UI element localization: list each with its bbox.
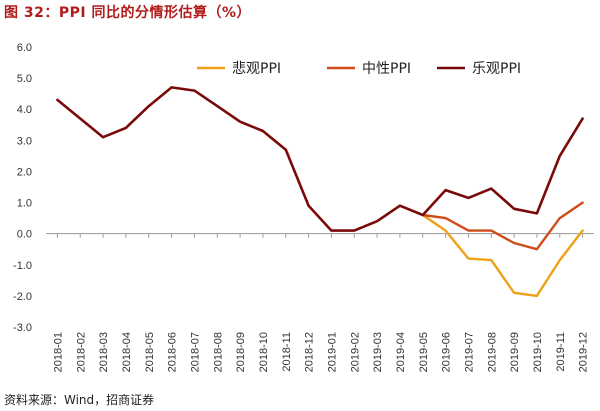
x-tick-label: 2018-05 [144,332,156,372]
x-tick-label: 2019-12 [578,332,590,372]
source-note: 资料来源：Wind，招商证券 [4,393,155,407]
y-tick-label: -2.0 [13,291,32,303]
x-tick-label: 2018-03 [98,332,110,372]
y-tick-label: 3.0 [17,135,32,147]
x-tick-label: 2018-10 [258,332,270,372]
x-tick-label: 2018-01 [52,332,64,372]
x-tick-label: 2019-07 [463,332,475,372]
legend-label-3: 乐观PPI [472,61,521,77]
figure-title: 图 32：PPI 同比的分情形估算（%） [4,5,251,21]
x-tick-label: 2019-04 [395,332,407,372]
chart-legend: 悲观PPI 中性PPI 乐观PPI [197,60,521,77]
legend-label-1: 悲观PPI [232,60,281,77]
x-tick-label: 2019-06 [441,332,453,372]
x-tick-label: 2019-10 [532,332,544,372]
y-tick-label: 0.0 [17,229,32,241]
chart-series-lines [56,86,584,298]
x-tick-label: 2019-01 [326,332,338,372]
y-tick-label: 1.0 [17,198,32,210]
y-tick-label: 6.0 [17,42,32,54]
y-tick-label: 5.0 [17,73,32,85]
y-tick-label: -1.0 [13,260,32,272]
x-tick-label: 2019-05 [418,332,430,372]
x-tick-label: 2018-12 [304,332,316,372]
x-tick-label: 2018-06 [167,332,179,372]
series-line-2 [421,201,584,251]
legend-label-2: 中性PPI [362,61,411,77]
series-line-1 [421,213,584,298]
y-tick-label: 4.0 [17,104,32,116]
x-tick-label: 2019-08 [486,332,498,372]
x-tick-label: 2019-11 [555,332,567,372]
x-tick-label: 2019-02 [349,332,361,372]
x-tick-label: 2018-04 [121,332,133,372]
y-tick-label: -3.0 [13,322,32,334]
x-tick-label: 2018-08 [212,332,224,372]
x-tick-label: 2018-02 [75,332,87,372]
chart-axes: 6.0 5.0 4.0 3.0 2.0 1.0 0.0 -1.0 -2.0 -3.0 2018-01… [13,42,594,372]
x-tick-label: 2018-11 [281,332,293,372]
y-tick-label: 2.0 [17,166,32,178]
x-tick-label: 2018-07 [189,332,201,372]
x-tick-label: 2019-03 [372,332,384,372]
x-tick-label: 2018-09 [235,332,247,372]
series-line-3 [56,86,584,232]
x-tick-label: 2019-09 [509,332,521,372]
